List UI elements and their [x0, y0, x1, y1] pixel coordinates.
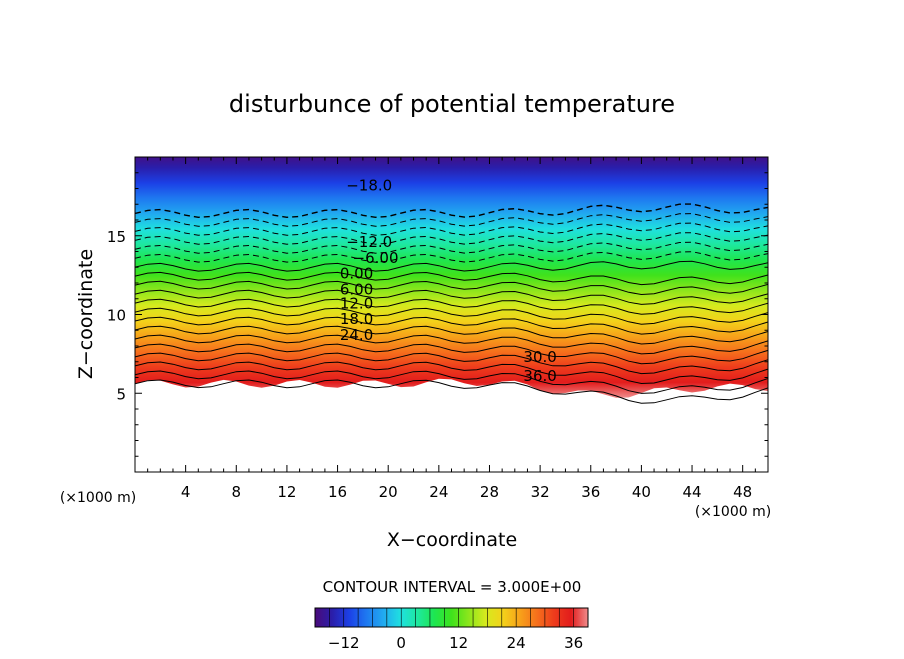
contour-interval-text: CONTOUR INTERVAL = 3.000E+00 [323, 578, 582, 596]
contour-line [135, 271, 768, 286]
contour-line [135, 213, 768, 227]
contour-label: −6.00 [353, 249, 399, 267]
contour-label: 30.0 [523, 348, 556, 366]
colorbar [314, 607, 589, 628]
x-unit-left: (×1000 m) [60, 490, 136, 506]
colorbar-tick-label: 24 [507, 634, 526, 652]
x-tick-label: 12 [277, 483, 296, 501]
x-tick-label: 24 [429, 483, 448, 501]
contour-line [135, 325, 768, 345]
x-tick-label: 40 [632, 483, 651, 501]
x-axis-label: X−coordinate [387, 529, 517, 551]
x-tick-label: 16 [328, 483, 347, 501]
contour-line [135, 334, 768, 355]
contour-line [135, 251, 768, 263]
colorbar-tick-label: 12 [449, 634, 468, 652]
contour-label: 24.0 [340, 326, 373, 344]
contour-line [135, 260, 768, 272]
x-tick-label: 44 [682, 483, 701, 501]
contour-line [135, 203, 768, 219]
contour-line [135, 379, 768, 404]
colorbar-tick-label: −12 [328, 634, 360, 652]
colorbar-ticks: −12 0 12 24 36 [314, 608, 589, 652]
contour-label: −18.0 [346, 176, 392, 194]
contour-label: 12.0 [340, 294, 373, 312]
contour-line [135, 222, 768, 236]
contour-label: −12.0 [346, 233, 392, 251]
contour-lines [135, 203, 768, 404]
contour-line [135, 289, 768, 305]
colorbar-tick-label: 36 [564, 634, 583, 652]
y-tick-label: 10 [107, 307, 126, 325]
y-tick-label: 15 [107, 228, 126, 246]
contour-line [135, 232, 768, 245]
x-tick-label: 20 [379, 483, 398, 501]
colorbar-tick-label: 0 [396, 634, 406, 652]
x-tick-label: 32 [531, 483, 550, 501]
contour-line [135, 343, 768, 365]
x-tick-label: 36 [581, 483, 600, 501]
contour-label: 6.00 [340, 280, 373, 298]
plot-area [135, 157, 768, 404]
chart-title: disturbunce of potential temperature [229, 90, 675, 118]
contour-line [135, 361, 768, 385]
contour-line [135, 370, 768, 394]
x-tick-label: 4 [181, 483, 191, 501]
x-unit-right: (×1000 m) [695, 504, 771, 520]
contour-line [135, 352, 768, 375]
contour-label: 0.00 [340, 265, 373, 283]
contour-label: 36.0 [523, 367, 556, 385]
x-tick-label: 48 [733, 483, 752, 501]
x-tick-label: 28 [480, 483, 499, 501]
contour-line [135, 316, 768, 335]
y-tick-label: 5 [116, 385, 126, 403]
y-axis-label: Z−coordinate [75, 249, 97, 379]
contour-line [135, 307, 768, 325]
contour-line [135, 298, 768, 315]
contour-label: 18.0 [340, 310, 373, 328]
contour-line [135, 280, 768, 296]
x-tick-label: 8 [232, 483, 242, 501]
contour-line [135, 241, 768, 254]
